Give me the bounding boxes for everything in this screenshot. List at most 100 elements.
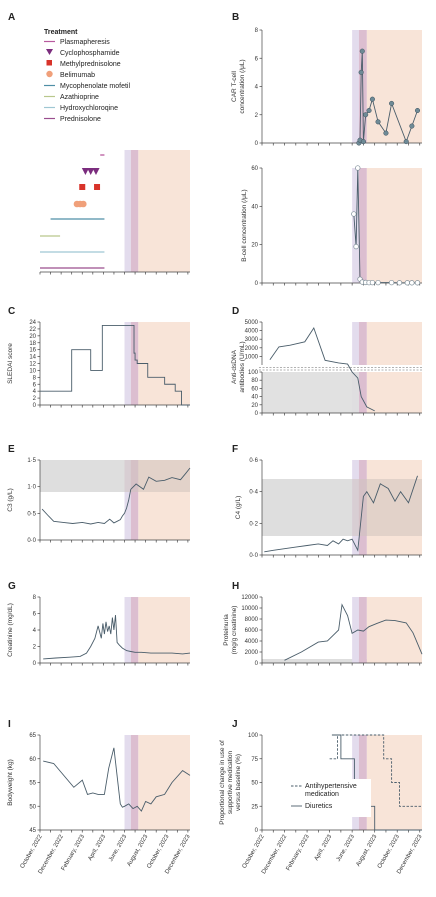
- legend-label-line: Antihypertensive: [305, 783, 357, 790]
- car-t-data-point: [369, 96, 375, 102]
- B-y-tick-label: 2: [255, 113, 259, 119]
- legend-swatch-square: [46, 60, 52, 66]
- panel-label-a: A: [8, 12, 15, 23]
- y-axis-label-d: Anti-dsDNAantibodies (U/mL): [231, 341, 246, 392]
- i-x-tick-label: February, 2023: [61, 833, 87, 871]
- i-car-t-shading: [124, 735, 131, 830]
- H-y-tick-label: 6000: [245, 628, 259, 634]
- I-y-tick-label: 65: [29, 733, 36, 739]
- C-y-tick-label: 24: [29, 320, 36, 326]
- legend-swatch-circle: [46, 70, 53, 78]
- c3-series-line: [41, 467, 191, 525]
- panel-label-d: D: [232, 306, 239, 317]
- panel-label-f: F: [232, 444, 238, 455]
- legend-item-label: Plasmapheresis: [60, 39, 110, 46]
- y-axis-label-i: Bodyweight (kg): [7, 759, 14, 806]
- h-infusion-band: [358, 597, 367, 663]
- legend-item-label: Belimumab: [60, 72, 95, 79]
- panel-label-j: J: [232, 719, 238, 730]
- y-axis-label-line: versus baseline (%): [235, 754, 242, 811]
- y-axis-label-line: (mg/g creatinine): [231, 606, 238, 655]
- legend-label-line: medication: [305, 791, 339, 798]
- panel-label-g: G: [8, 581, 16, 592]
- i-x-tick-label: June, 2023: [108, 833, 128, 862]
- h-post-infusion-shading: [366, 597, 422, 663]
- C-y-tick-label: 2: [33, 396, 37, 402]
- belimumab-marker: [80, 200, 87, 208]
- car-t-data-point: [383, 130, 389, 136]
- E-y-tick-label: 1·0: [27, 485, 36, 491]
- methylprednisolone-marker: [79, 184, 86, 190]
- car-t-data-point: [360, 139, 366, 145]
- B-y-tick-label: 4: [255, 85, 259, 91]
- F-y-tick-label: 0·0: [249, 553, 258, 559]
- I-y-tick-label: 60: [29, 757, 36, 763]
- car-t-data-point: [366, 107, 372, 114]
- j-x-tick-label: October, 2022: [242, 833, 266, 869]
- cyclophosphamide-marker: [87, 168, 95, 175]
- j-legend-label-diuretics: Diuretics: [305, 803, 333, 810]
- j-x-tick-label: August, 2023: [356, 833, 379, 867]
- y-axis-label-b2: B-cell concentration (/μL): [241, 189, 248, 261]
- E-y-tick-label: 1·5: [27, 458, 36, 464]
- y-axis-label-line: Proteinuria: [223, 614, 230, 646]
- panel-label-i: I: [8, 719, 11, 730]
- C-y-tick-label: 0: [33, 403, 37, 409]
- y-axis-label-line: CAR T-cell: [231, 70, 238, 101]
- j-x-tick-label: June, 2023: [336, 833, 356, 862]
- C-y-tick-label: 20: [29, 334, 36, 340]
- y-axis-label-line: concentration (/μL): [239, 59, 246, 113]
- C-y-tick-label: 22: [29, 327, 36, 333]
- y-axis-label-g: Creatinine (mg/dL): [7, 603, 14, 657]
- y-axis-label-line: supportive medication: [227, 751, 234, 815]
- d-lower-y-tick-label: 100: [248, 370, 259, 376]
- bodyweight-series-line: [43, 747, 191, 812]
- d-upper-post-infusion-shading: [366, 322, 422, 365]
- d-lower-y-tick-label: 60: [251, 386, 258, 392]
- y-axis-label-e: C3 (g/L): [7, 488, 14, 511]
- y-axis-label-line: antibodies (U/mL): [239, 341, 246, 392]
- legend-item-label: Methylprednisolone: [60, 61, 121, 68]
- B2-y-tick-label: 40: [251, 204, 258, 210]
- proteinuria-series-line: [284, 603, 423, 661]
- car-t-data-point: [363, 112, 369, 118]
- d-upper-y-tick-label: 4000: [245, 329, 259, 335]
- j-legend-label-antihypertensive: Antihypertensive medication: [305, 783, 357, 798]
- i-post-infusion-shading: [138, 735, 190, 830]
- J-y-tick-label: 25: [251, 804, 258, 810]
- C-y-tick-label: 8: [33, 375, 37, 381]
- car-t-data-point: [409, 123, 415, 129]
- i-x-tick-label: August, 2023: [126, 833, 149, 867]
- B2-y-tick-label: 60: [251, 166, 258, 172]
- b2-infusion-band: [358, 168, 367, 283]
- d-upper-y-tick-label: 3000: [245, 337, 259, 343]
- C-y-tick-label: 16: [29, 348, 36, 354]
- b-cell-data-point: [388, 279, 395, 286]
- d-upper-y-tick-label: 1000: [245, 354, 259, 360]
- J-y-tick-label: 100: [248, 733, 259, 739]
- j-series-line-antihypertensive-medication: [329, 734, 422, 807]
- b-cell-data-point: [396, 280, 403, 286]
- e-car-t-shading: [124, 460, 131, 540]
- C-y-tick-label: 6: [33, 382, 37, 388]
- h-car-t-shading: [352, 597, 359, 663]
- G-y-tick-label: 2: [33, 645, 37, 651]
- j-x-tick-label: December, 2023: [396, 833, 424, 875]
- legend-item-label: Mycophenolate mofetil: [60, 83, 130, 90]
- panel-label-e: E: [8, 444, 15, 455]
- c4-series-line: [264, 475, 418, 553]
- B2-y-tick-label: 0: [255, 281, 259, 287]
- b-cell-data-point: [355, 165, 361, 171]
- y-axis-label-f: C4 (g/L): [235, 496, 242, 519]
- C-y-tick-label: 12: [29, 362, 36, 368]
- creatinine-series-line: [43, 615, 191, 660]
- d-lower-y-tick-label: 0: [255, 411, 259, 417]
- c-car-t-shading: [124, 322, 131, 405]
- J-y-tick-label: 50: [251, 781, 258, 787]
- j-x-tick-label: October, 2023: [377, 833, 401, 869]
- y-axis-label-c: SLEDAI score: [7, 343, 14, 384]
- legend-item-label: Azathioprine: [60, 94, 99, 101]
- E-y-tick-label: 0·5: [27, 511, 36, 517]
- a-car-t-shading: [124, 150, 131, 272]
- b-cell-data-point: [375, 279, 381, 286]
